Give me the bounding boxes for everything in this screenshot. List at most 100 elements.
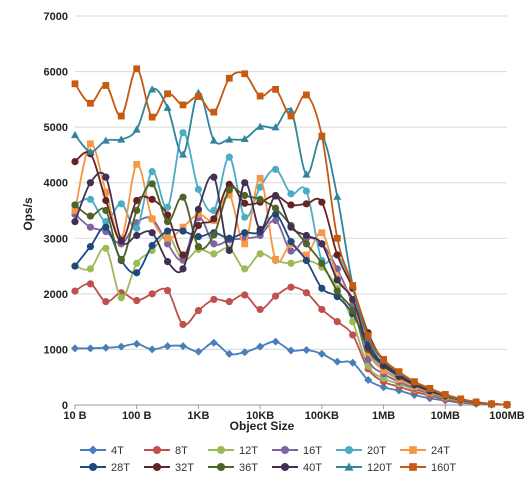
x-tick-label: 10KB xyxy=(246,410,274,422)
data-point-120t xyxy=(271,123,280,131)
y-axis-ticks: 0 1000 2000 3000 4000 5000 6000 7000 xyxy=(44,11,68,412)
legend-swatch-marker xyxy=(88,462,98,472)
data-point-32t xyxy=(287,201,295,209)
data-point-120t xyxy=(256,122,265,130)
data-point-40t xyxy=(210,173,218,181)
data-point-4t xyxy=(302,345,311,354)
data-point-120t xyxy=(209,136,218,144)
legend-item-32t: 32T xyxy=(144,462,194,474)
data-point-28t xyxy=(86,243,95,251)
data-point-160t xyxy=(195,93,202,100)
data-point-8t xyxy=(148,290,156,298)
data-point-160t xyxy=(411,378,418,386)
legend-item-20t: 20T xyxy=(336,445,386,457)
data-point-40t xyxy=(194,205,203,213)
legend-label: 16T xyxy=(303,445,322,457)
data-point-28t xyxy=(225,234,233,242)
data-point-160t xyxy=(256,92,264,100)
data-point-32t xyxy=(71,157,79,166)
data-point-160t xyxy=(395,368,403,376)
data-point-24t xyxy=(225,191,233,199)
data-point-160t xyxy=(472,398,480,406)
data-point-36t xyxy=(302,240,311,248)
data-point-4t xyxy=(101,343,110,352)
data-point-28t xyxy=(163,227,172,235)
data-point-160t xyxy=(164,90,171,98)
data-point-36t xyxy=(148,180,156,188)
data-point-20t xyxy=(86,195,95,203)
data-point-4t xyxy=(163,342,172,351)
legend-label: 40T xyxy=(303,462,322,474)
data-point-160t xyxy=(457,395,465,403)
data-point-160t xyxy=(225,74,233,82)
data-point-36t xyxy=(117,255,125,264)
series-28t xyxy=(71,210,511,409)
data-point-160t xyxy=(117,112,125,120)
data-point-120t xyxy=(240,134,249,143)
data-point-8t xyxy=(210,295,218,304)
data-point-32t xyxy=(333,251,341,259)
data-point-28t xyxy=(179,227,187,235)
y-tick-label: 5000 xyxy=(44,122,68,134)
data-point-28t xyxy=(271,210,280,218)
legend-swatch-marker xyxy=(216,445,226,455)
data-point-24t xyxy=(179,223,187,231)
data-point-40t xyxy=(133,231,141,240)
data-point-4t xyxy=(132,339,141,348)
data-point-160t xyxy=(71,80,79,88)
legend-label: 20T xyxy=(367,445,386,457)
data-point-36t xyxy=(163,218,172,226)
data-point-36t xyxy=(71,201,79,209)
data-point-8t xyxy=(194,306,203,315)
data-point-20t xyxy=(133,224,141,232)
data-point-40t xyxy=(364,343,372,351)
data-point-8t xyxy=(179,320,187,329)
data-point-32t xyxy=(163,211,172,219)
x-tick-label: 100KB xyxy=(305,410,339,422)
data-point-160t xyxy=(179,101,187,109)
data-point-36t xyxy=(225,186,233,194)
data-point-120t xyxy=(163,103,172,111)
data-point-36t xyxy=(179,193,187,201)
data-point-160t xyxy=(272,85,279,93)
data-point-24t xyxy=(148,215,156,223)
data-point-40t xyxy=(86,179,95,187)
data-point-40t xyxy=(318,240,326,248)
data-point-32t xyxy=(210,215,218,223)
data-point-8t xyxy=(318,305,326,314)
legend-swatch-marker xyxy=(152,445,162,455)
y-tick-label: 2000 xyxy=(44,289,68,301)
data-point-16t xyxy=(86,223,95,231)
legend-item-8t: 8T xyxy=(144,445,188,457)
data-point-20t xyxy=(117,200,125,208)
data-point-36t xyxy=(241,191,249,200)
legend-item-40t: 40T xyxy=(272,462,322,474)
legend-label: 4T xyxy=(111,445,124,457)
data-point-160t xyxy=(364,332,372,339)
series-20t xyxy=(71,129,511,409)
data-point-4t xyxy=(209,338,218,347)
data-point-4t xyxy=(348,358,357,367)
data-point-36t xyxy=(86,212,95,220)
data-point-4t xyxy=(379,383,388,392)
legend-item-16t: 16T xyxy=(272,445,322,457)
data-point-16t xyxy=(271,216,280,225)
data-point-24t xyxy=(133,160,141,168)
data-point-8t xyxy=(225,298,233,306)
data-point-24t xyxy=(164,234,171,242)
data-point-36t xyxy=(318,259,326,267)
data-point-120t xyxy=(148,85,157,93)
data-point-40t xyxy=(71,218,79,226)
data-point-40t xyxy=(163,258,172,266)
data-point-20t xyxy=(302,187,311,195)
data-point-24t xyxy=(256,174,264,182)
legend-label: 160T xyxy=(431,462,456,474)
data-point-8t xyxy=(333,318,341,326)
data-point-20t xyxy=(241,213,249,221)
data-point-36t xyxy=(210,231,218,239)
data-point-160t xyxy=(241,70,249,78)
data-point-28t xyxy=(133,269,141,277)
series-12t xyxy=(71,231,511,409)
legend-swatch-marker xyxy=(88,445,98,455)
